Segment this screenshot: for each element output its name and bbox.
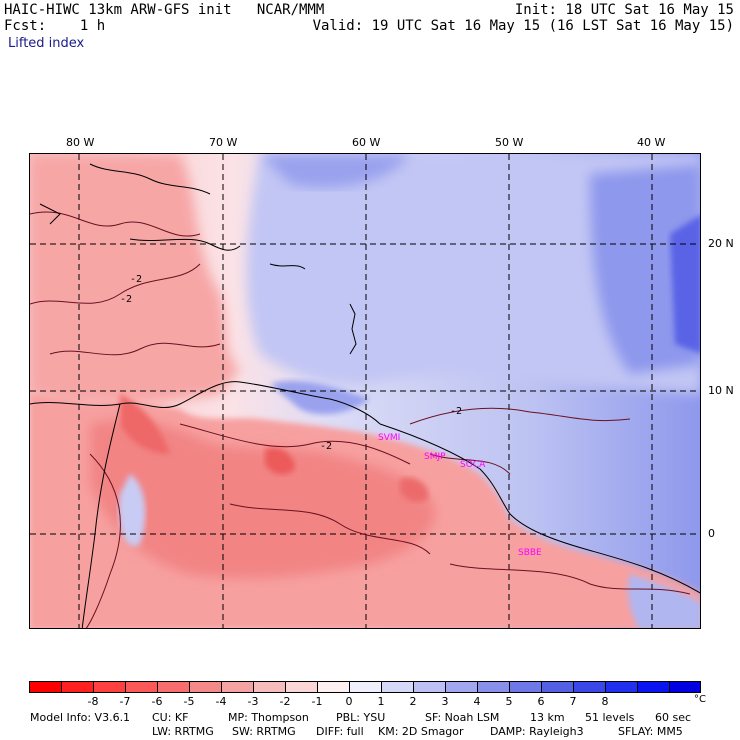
colorbar-swatch <box>669 681 701 693</box>
colorbar-tick-label: 8 <box>601 695 609 708</box>
model-info-item: LW: RRTMG <box>152 725 214 738</box>
colorbar-swatch <box>349 681 381 693</box>
amazon-unstable-core <box>90 419 436 579</box>
colorbar-swatch <box>189 681 221 693</box>
atlantic-stable-region <box>246 154 700 394</box>
lon-label-40w: 40 W <box>637 136 666 149</box>
colorbar-swatch <box>541 681 573 693</box>
colorbar-swatch <box>93 681 125 693</box>
colorbar-tick-label: -2 <box>279 695 291 708</box>
lon-label-80w: 80 W <box>66 136 95 149</box>
contour-label: -2 <box>120 294 132 305</box>
lat-lon-grid <box>30 154 700 628</box>
colorbar-tick-label: 7 <box>569 695 577 708</box>
model-info-item: 13 km <box>530 711 565 724</box>
lat-label-20n: 20 N <box>708 237 734 250</box>
model-info-item: CU: KF <box>152 711 189 724</box>
colorbar-swatch <box>125 681 157 693</box>
model-info-item: PBL: YSU <box>336 711 386 724</box>
colorbar-tick-label: -3 <box>247 695 259 708</box>
colorbar-tick-label: 0 <box>345 695 353 708</box>
colorbar-swatch <box>445 681 477 693</box>
stable-north-patch <box>260 154 410 188</box>
colorbar-swatch <box>381 681 413 693</box>
guiana-unstable-cell <box>400 477 429 502</box>
li-contours <box>30 211 691 628</box>
colorbar-tick-label: 4 <box>473 695 481 708</box>
lat-label-0: 0 <box>708 527 715 540</box>
forecast-hour: Fcst: 1 h <box>4 18 106 34</box>
lifted-index-map: -2 -2 -2 -2 <box>30 154 700 628</box>
field-name: Lifted index <box>8 36 85 51</box>
deep-stable-region <box>590 164 700 374</box>
most-stable-core <box>670 215 700 354</box>
lon-label-50w: 50 W <box>495 136 524 149</box>
colorbar-swatch <box>29 681 61 693</box>
colorbar-tick-label: -7 <box>119 695 131 708</box>
colorbar-tick-label: 1 <box>377 695 385 708</box>
colorbar-tick-label: -8 <box>87 695 99 708</box>
colorbar-swatch <box>477 681 509 693</box>
venezuela-unstable-cell <box>265 447 295 475</box>
colorbar-swatch <box>253 681 285 693</box>
model-info-item: KM: 2D Smagor <box>378 725 464 738</box>
model-info-item: Model Info: V3.6.1 <box>30 711 131 724</box>
model-info-item: MP: Thompson <box>228 711 309 724</box>
model-info-item: SW: RRTMG <box>232 725 296 738</box>
contour-label: -2 <box>450 406 462 417</box>
colorbar-tick-label: 5 <box>505 695 513 708</box>
colorbar-swatch <box>509 681 541 693</box>
colorbar-unit: °C <box>694 694 706 705</box>
model-info-item: SF: Noah LSM <box>425 711 500 724</box>
caribbean-unstable-region <box>30 154 240 404</box>
station-label-sbbe: SBBE <box>518 548 542 558</box>
model-info-item: 60 sec <box>655 711 692 724</box>
model-info-item: DIFF: full <box>316 725 364 738</box>
colombia-unstable-cell <box>120 394 170 454</box>
colorbar-swatch <box>221 681 253 693</box>
colorbar-swatch <box>573 681 605 693</box>
colorbar-swatch <box>285 681 317 693</box>
colorbar-swatch <box>413 681 445 693</box>
andes-stable-strip <box>118 474 146 546</box>
model-info-item: SFLAY: MM5 <box>618 725 683 738</box>
contour-label: -2 <box>130 274 142 285</box>
coastlines <box>30 163 700 628</box>
colorbar-tick-label: 2 <box>409 695 417 708</box>
colorbar-swatch <box>605 681 637 693</box>
colorbar-swatch <box>157 681 189 693</box>
station-label-smjp: SMJP <box>424 452 446 462</box>
colorbar-tick-label: -1 <box>311 695 323 708</box>
lat-label-10n: 10 N <box>708 384 734 397</box>
colorbar-tick-label: 6 <box>537 695 545 708</box>
map-panel: -2 -2 -2 -2 <box>29 153 701 629</box>
model-info-item: 51 levels <box>585 711 635 724</box>
colorbar-swatch <box>637 681 669 693</box>
colorbar-swatch <box>317 681 349 693</box>
colorbar-tick-label: -4 <box>215 695 227 708</box>
valid-time: Valid: 19 UTC Sat 16 May 15 (16 LST Sat … <box>312 18 734 34</box>
colorbar-tick-label: -5 <box>183 695 195 708</box>
contour-label: -2 <box>320 441 332 452</box>
init-time: Init: 18 UTC Sat 16 May 15 <box>514 2 734 18</box>
lon-label-70w: 70 W <box>209 136 238 149</box>
station-label-soca: SOCA <box>460 460 486 470</box>
lon-label-60w: 60 W <box>352 136 381 149</box>
colorbar-swatch <box>61 681 93 693</box>
colorbar <box>29 681 701 693</box>
south-atlantic-stable-patch <box>628 574 700 628</box>
station-label-svmi: SVMI <box>378 433 401 443</box>
plot-title: HAIC-HIWC 13km ARW-GFS init NCAR/MMM <box>4 2 325 18</box>
colorbar-tick-label: 3 <box>441 695 449 708</box>
colorbar-tick-label: -6 <box>151 695 163 708</box>
model-info-item: DAMP: Rayleigh3 <box>490 725 584 738</box>
